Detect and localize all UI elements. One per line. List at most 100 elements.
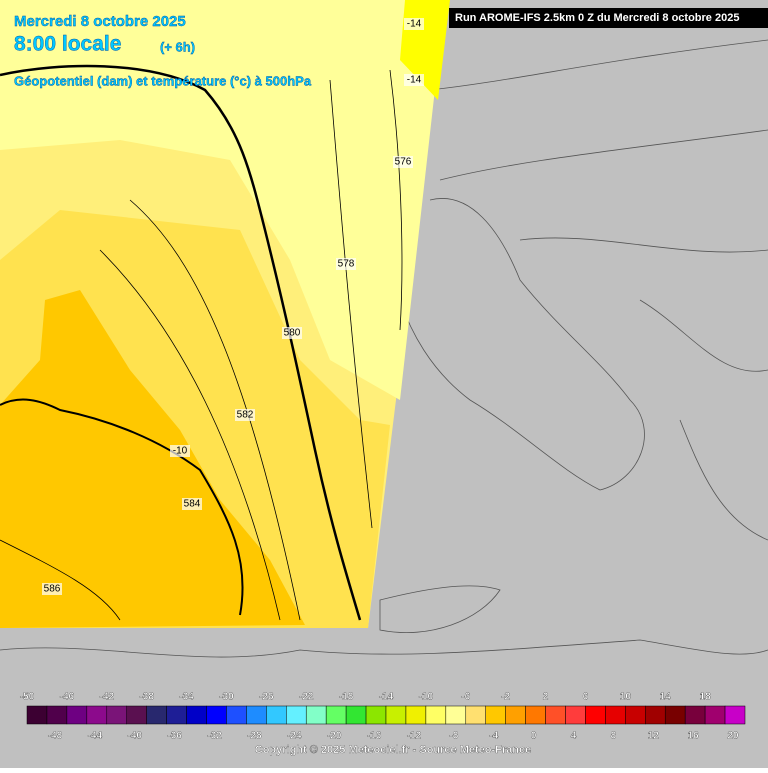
temp-field — [0, 0, 445, 400]
legend-swatch — [86, 705, 108, 725]
contour-label: 580 — [284, 328, 301, 339]
legend-swatch — [605, 705, 626, 725]
legend-label: -40 — [127, 731, 142, 742]
legend-label: -44 — [88, 731, 103, 742]
contour-label-bg — [282, 327, 302, 339]
legend-label: -2 — [501, 692, 510, 703]
legend-swatch — [246, 705, 267, 725]
legend-label: 16 — [688, 731, 700, 742]
legend-swatch — [545, 705, 566, 725]
legend-label: -38 — [139, 692, 154, 703]
legend-label: -22 — [299, 692, 314, 703]
contour-label: -10 — [173, 446, 188, 457]
legend-swatch — [385, 705, 407, 725]
legend-swatch — [684, 705, 706, 725]
contour-label: 582 — [237, 410, 254, 421]
legend-swatch — [645, 705, 666, 725]
contour-label: 586 — [44, 584, 61, 595]
legend-label: 14 — [660, 692, 672, 703]
legend-swatch — [704, 705, 726, 725]
copyright: Copyright © 2025 Meteociel.fr - Source M… — [255, 744, 531, 756]
contour-label: 576 — [395, 157, 412, 168]
legend-label: 8 — [611, 731, 617, 742]
legend-label: -46 — [60, 692, 75, 703]
legend-swatch — [505, 705, 526, 725]
contour-label: -14 — [407, 19, 422, 30]
legend-swatch — [525, 705, 546, 725]
legend-label: -26 — [259, 692, 274, 703]
legend-label: -34 — [179, 692, 194, 703]
legend-swatch — [425, 705, 447, 725]
contour-label-bg — [182, 498, 202, 510]
legend-label: 12 — [648, 731, 660, 742]
offset: (+ 6h) — [160, 39, 195, 54]
legend-label: -4 — [489, 731, 498, 742]
legend-swatch — [325, 705, 347, 725]
legend-label: 18 — [700, 692, 712, 703]
temp-field — [0, 290, 305, 628]
legend-swatch — [724, 705, 746, 725]
legend-label: -30 — [219, 692, 234, 703]
legend-label: -36 — [167, 731, 182, 742]
legend-swatch — [585, 705, 606, 725]
legend-label: -48 — [48, 731, 63, 742]
legend-swatch — [664, 705, 686, 725]
legend-swatch — [206, 705, 227, 725]
legend-swatch — [46, 705, 68, 725]
time: 8:00 locale — [14, 33, 121, 56]
legend-swatch — [266, 705, 287, 725]
contour-label-bg — [393, 156, 413, 168]
legend-label: -6 — [461, 692, 470, 703]
legend-swatch — [345, 705, 367, 725]
legend-swatch — [126, 705, 147, 725]
contour-label-bg — [235, 409, 255, 421]
legend-label: -8 — [449, 731, 458, 742]
contour-label-bg — [404, 74, 424, 86]
legend-label: -42 — [100, 692, 115, 703]
contours — [0, 64, 403, 621]
legend-swatch — [286, 705, 307, 725]
legend-swatch — [625, 705, 646, 725]
legend-swatch — [166, 705, 187, 725]
legend-label: -14 — [379, 692, 394, 703]
legend-label: -18 — [339, 692, 354, 703]
legend-label: 0 — [531, 731, 537, 742]
legend-swatch — [485, 705, 506, 725]
legend: -50-48-46-44-42-40-38-36-34-32-30-28-26-… — [20, 691, 746, 742]
legend-swatch — [565, 705, 586, 725]
legend-label: -28 — [247, 731, 262, 742]
legend-swatch — [445, 705, 467, 725]
legend-swatch — [146, 705, 167, 725]
legend-swatch — [106, 705, 127, 725]
contour-label: 584 — [184, 499, 201, 510]
date: Mercredi 8 octobre 2025 — [14, 13, 186, 30]
legend-label: -20 — [327, 731, 342, 742]
legend-label: -24 — [287, 731, 302, 742]
field-label: Géopotentiel (dam) et température (°c) à… — [14, 73, 312, 88]
legend-label: 20 — [727, 731, 739, 742]
contour-label-bg — [404, 18, 424, 30]
legend-label: -12 — [407, 731, 422, 742]
contour-label-bg — [42, 583, 62, 595]
legend-label: -50 — [20, 692, 35, 703]
contour-label: 578 — [338, 259, 355, 270]
contour-label: -14 — [407, 75, 422, 86]
legend-label: 2 — [543, 692, 549, 703]
run-label: Run AROME-IFS 2.5km 0 Z du Mercredi 8 oc… — [455, 12, 739, 24]
contour-labels: -14 -14 576 578 580 582 -10 584 586 — [42, 18, 424, 595]
legend-label: 10 — [620, 692, 632, 703]
legend-label: -32 — [207, 731, 222, 742]
run-banner — [449, 8, 768, 28]
contour-label-bg — [336, 258, 356, 270]
legend-swatch — [26, 705, 48, 725]
contour-label-bg — [170, 445, 190, 457]
legend-swatch — [226, 705, 247, 725]
legend-label: 4 — [571, 731, 577, 742]
legend-label: -10 — [419, 692, 434, 703]
legend-swatch — [186, 705, 207, 725]
legend-swatch — [66, 705, 88, 725]
legend-label: 6 — [583, 692, 589, 703]
legend-label: -16 — [367, 731, 382, 742]
legend-swatch — [405, 705, 427, 725]
